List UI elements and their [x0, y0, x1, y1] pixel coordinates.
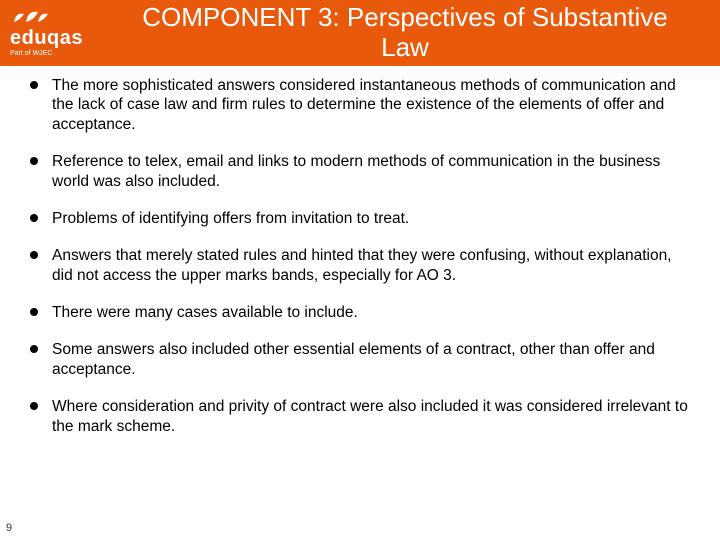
bullet-list: The more sophisticated answers considere… [30, 76, 690, 436]
list-item: The more sophisticated answers considere… [30, 76, 690, 134]
page-number: 9 [6, 522, 12, 534]
list-item: Answers that merely stated rules and hin… [30, 246, 690, 285]
page-title: COMPONENT 3: Perspectives of Substantive… [120, 3, 720, 63]
list-item: Where consideration and privity of contr… [30, 397, 690, 436]
list-item: Some answers also included other essenti… [30, 340, 690, 379]
list-item: Problems of identifying offers from invi… [30, 209, 690, 228]
list-item: There were many cases available to inclu… [30, 303, 690, 322]
header-bar: eduqas Part of WJEC COMPONENT 3: Perspec… [0, 0, 720, 66]
brand-logo: eduqas Part of WJEC [0, 0, 120, 66]
brand-subtext: Part of WJEC [10, 50, 120, 58]
brand-name: eduqas [10, 28, 120, 48]
content-area: The more sophisticated answers considere… [0, 66, 720, 436]
list-item: Reference to telex, email and links to m… [30, 152, 690, 191]
logo-leaves-icon [10, 8, 120, 28]
